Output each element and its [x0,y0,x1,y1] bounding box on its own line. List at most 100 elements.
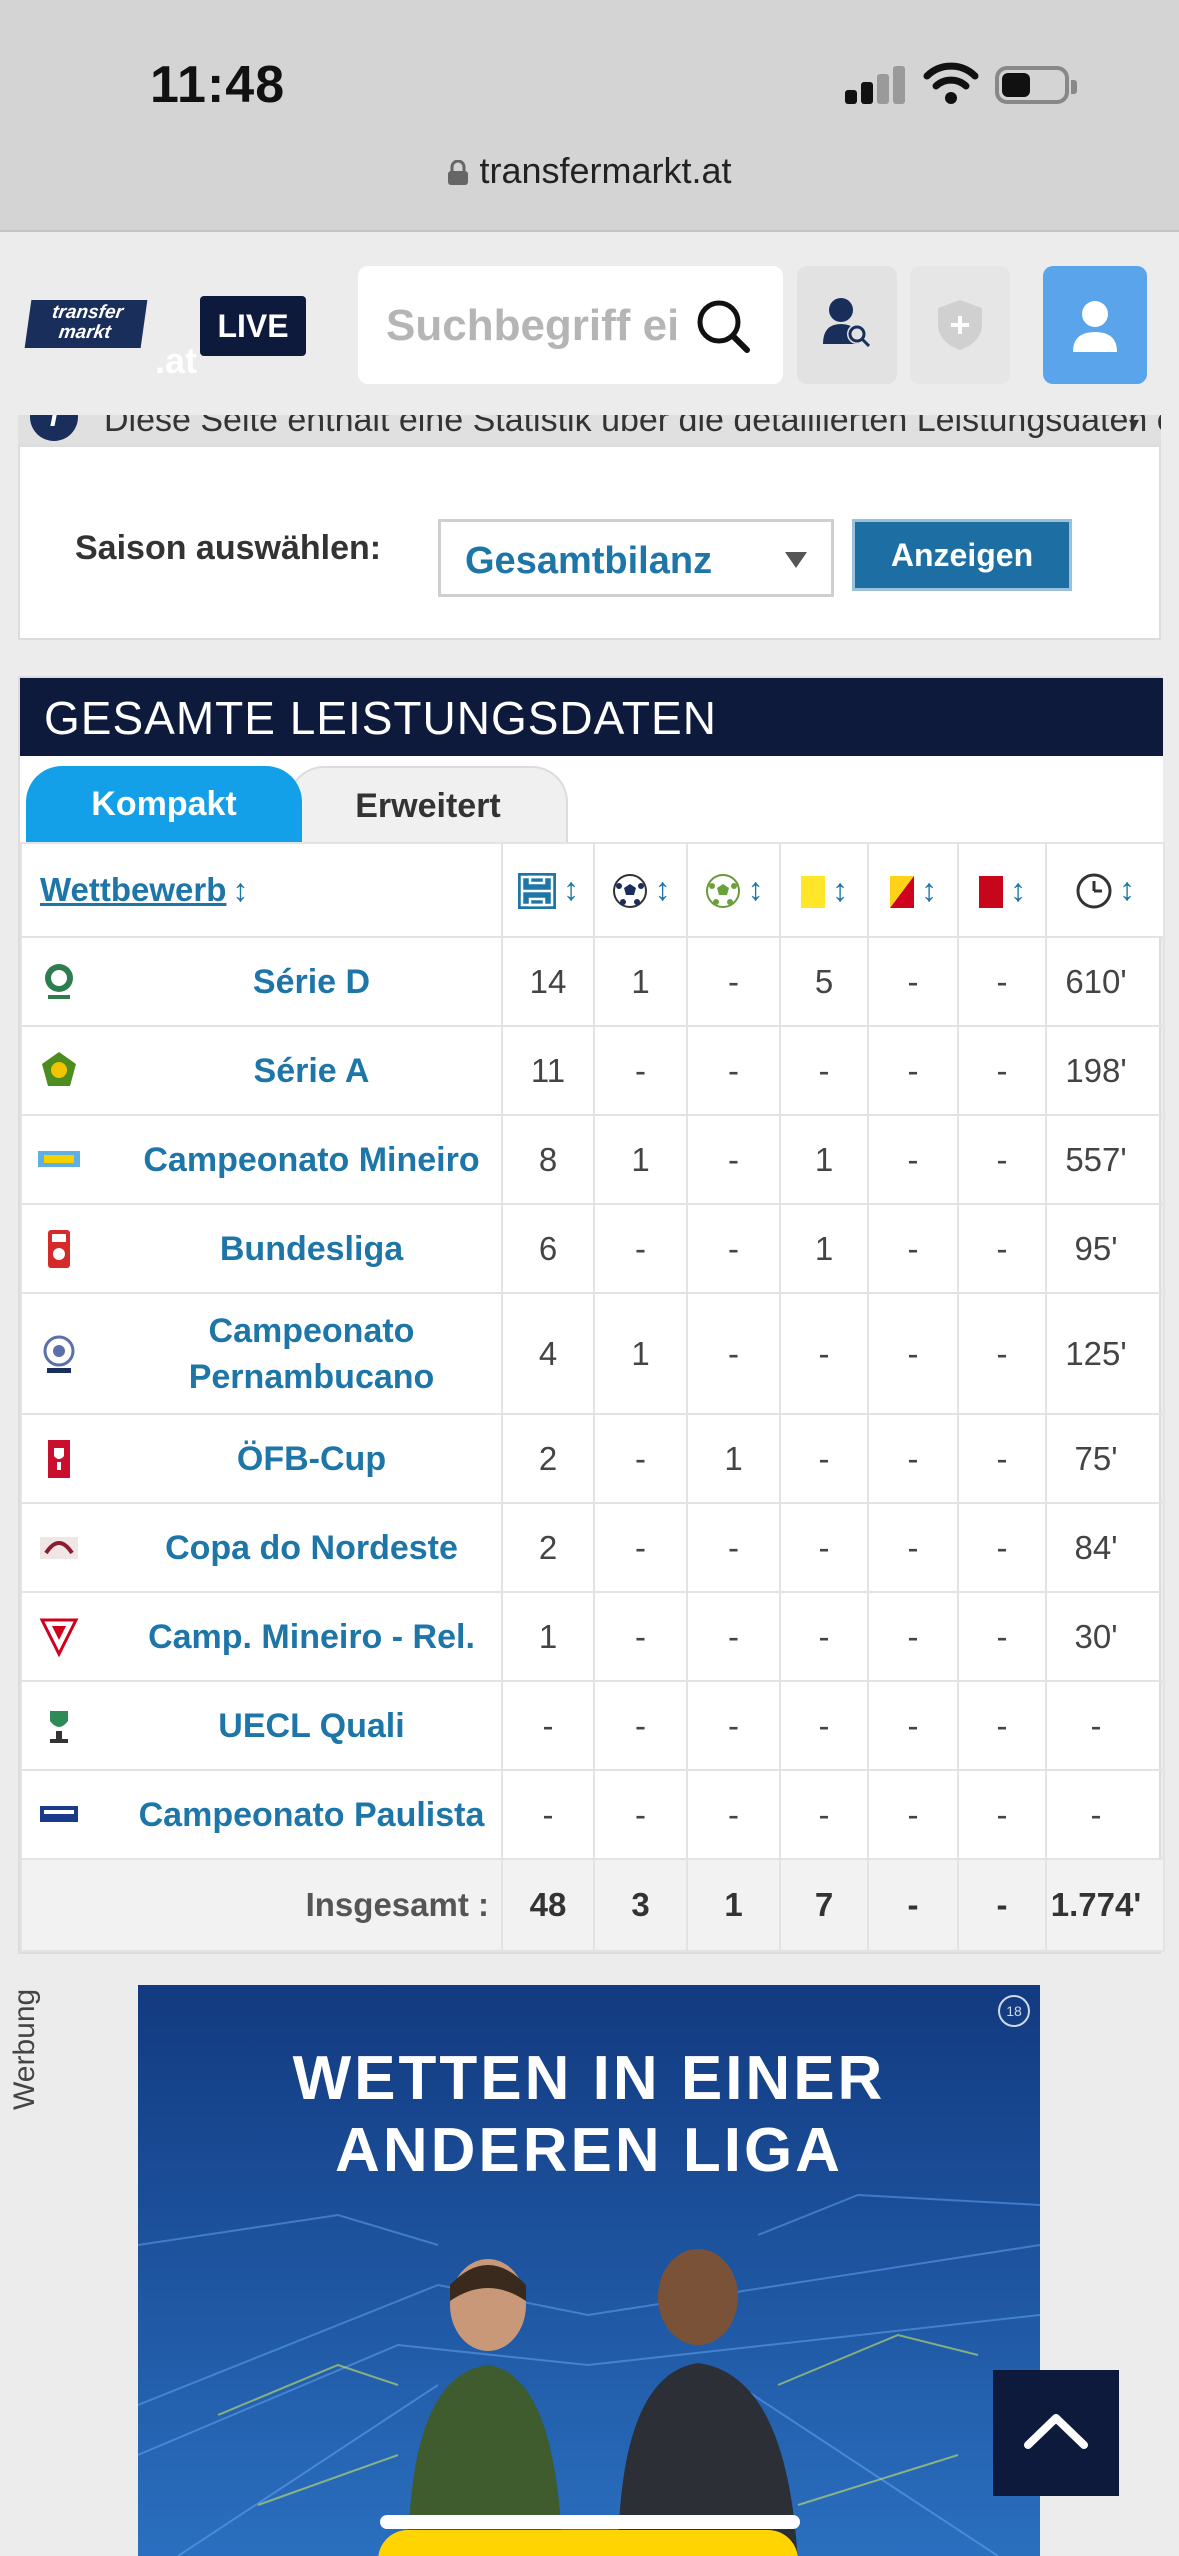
lineup-icon [518,873,556,910]
goals-cell: 1 [593,936,688,1027]
page-info-strip[interactable]: i Diese Seite enthält eine Statistik übe… [18,415,1161,445]
appearances-cell[interactable]: - [501,1769,595,1860]
info-icon: i [30,415,78,441]
competition-link[interactable]: Camp. Mineiro - Rel. [148,1617,475,1656]
competition-link[interactable]: Campeonato Mineiro [143,1140,480,1179]
ad-headline-line-2: ANDEREN LIGA [335,2116,843,2185]
competition-link[interactable]: ÖFB-Cup [236,1439,387,1478]
column-header-minutes[interactable]: ↕ [1045,842,1165,938]
appearances-cell[interactable]: 1 [501,1591,595,1682]
yellow-red-cards-cell: - [867,1413,959,1504]
competition-link[interactable]: Campeonato Paulista [138,1795,485,1834]
user-account-button[interactable] [1043,266,1147,384]
sort-icon[interactable]: ↕ [1119,870,1135,907]
watchlist-search-button[interactable] [797,266,897,384]
appearances-cell[interactable]: 4 [501,1292,595,1415]
sort-icon[interactable]: ↕ [1010,871,1026,908]
column-header-goals[interactable]: ↕ [593,842,688,938]
shield-icon [938,300,982,350]
table-row: Camp. Mineiro - Rel. 1 - - - - - 30' [20,1591,1165,1682]
assists-cell: - [686,1769,781,1860]
yellow-red-cards-cell: - [867,1114,959,1205]
total-appearances: 48 [501,1858,595,1952]
home-indicator[interactable] [380,2515,800,2529]
club-shield-button[interactable] [910,266,1010,384]
sort-icon[interactable]: ↕ [747,870,764,907]
yellow-cards-cell: 1 [779,1203,869,1294]
appearances-cell[interactable]: 6 [501,1203,595,1294]
yellow-red-cards-cell: - [867,1203,959,1294]
assist-ball-icon [705,874,740,909]
sort-icon[interactable]: ↕ [654,870,671,907]
column-header-competition[interactable]: Wettbewerb ↕ [20,842,503,938]
show-button[interactable]: Anzeigen [852,519,1072,591]
tab-kompakt[interactable]: Kompakt [26,766,302,842]
red-cards-cell: - [957,1591,1047,1682]
totals-row: Insgesamt : 48 3 1 7 - - 1.774' [20,1858,1165,1952]
status-bar: 11:48 transfermarkt.at [0,0,1179,230]
bundesliga-logo-icon [48,1229,70,1268]
live-button[interactable]: LIVE [200,296,306,356]
url-bar[interactable]: transfermarkt.at [0,150,1179,192]
minutes-cell: 84' [1045,1502,1165,1593]
assists-cell: - [686,1502,781,1593]
section-title: GESAMTE LEISTUNGSDATEN [20,678,1163,756]
competition-link[interactable]: Copa do Nordeste [165,1528,458,1567]
appearances-cell[interactable]: 8 [501,1114,595,1205]
appearances-cell[interactable]: 2 [501,1413,595,1504]
appearances-cell[interactable]: - [501,1680,595,1771]
scroll-to-top-button[interactable] [993,2370,1119,2496]
competition-link[interactable]: Série D [252,962,371,1001]
competition-name-line-2: Pernambucano [188,1357,435,1396]
red-cards-cell: - [957,1680,1047,1771]
ad-banner[interactable]: 18 WETTEN IN EINER ANDEREN LIGA [138,1985,1040,2556]
competition-cell: Série A [20,1025,503,1116]
sort-icon[interactable]: ↕ [563,870,579,907]
appearances-cell[interactable]: 2 [501,1502,595,1593]
ad-cta-button[interactable] [378,2530,798,2556]
appearances-cell[interactable]: 14 [501,936,595,1027]
competition-link[interactable]: Campeonato Pernambucano [122,1308,501,1400]
competition-link[interactable]: Série A [253,1051,370,1090]
transfermarkt-logo[interactable]: transfer markt [24,300,148,348]
red-cards-cell: - [957,936,1047,1027]
assists-cell: - [686,1114,781,1205]
table-row: Copa do Nordeste 2 - - - - - 84' [20,1502,1165,1593]
column-header-yellow-red-cards[interactable]: ↕ [867,842,959,938]
competition-link[interactable]: Bundesliga [219,1229,404,1268]
minutes-cell: 75' [1045,1413,1165,1504]
search-icon[interactable] [693,296,753,356]
column-header-yellow-cards[interactable]: ↕ [779,842,869,938]
sort-by-competition-link[interactable]: Wettbewerb [40,871,227,908]
tab-erweitert[interactable]: Erweitert [288,766,568,842]
sort-icon[interactable]: ↕ [232,872,249,908]
column-header-appearances[interactable]: ↕ [501,842,595,938]
table-row: Bundesliga 6 - - 1 - - 95' [20,1203,1165,1294]
chevron-down-icon[interactable]: ▾ [1128,415,1139,435]
assists-cell: - [686,936,781,1027]
appearances-cell[interactable]: 11 [501,1025,595,1116]
yellow-cards-cell: 5 [779,936,869,1027]
camp-mineiro-rel-logo-icon [39,1618,79,1657]
ad-headline-line-1: WETTEN IN EINER [292,2044,886,2113]
table-row: Campeonato Pernambucano 4 1 - - - - 125' [20,1292,1165,1415]
competition-cell: Campeonato Mineiro [20,1114,503,1205]
search-input[interactable] [386,300,676,352]
domain-selector[interactable]: .at [155,340,198,381]
sort-icon[interactable]: ↕ [832,871,848,908]
goals-cell: - [593,1502,688,1593]
user-icon [1073,301,1117,352]
yellow-red-cards-cell: - [867,936,959,1027]
cellular-signal-icon [845,64,905,104]
goals-cell: - [593,1025,688,1116]
total-yellow-cards: 7 [779,1858,869,1952]
ad-background-graphic [138,1985,1040,2556]
total-yellow-red-cards: - [867,1858,959,1952]
column-header-red-cards[interactable]: ↕ [957,842,1047,938]
competition-link[interactable]: UECL Quali [218,1706,405,1745]
season-select[interactable]: Gesamtbilanz [438,519,834,597]
sort-icon[interactable]: ↕ [921,871,937,908]
assists-cell: - [686,1680,781,1771]
search-box[interactable] [358,266,783,384]
column-header-assists[interactable]: ↕ [686,842,781,938]
